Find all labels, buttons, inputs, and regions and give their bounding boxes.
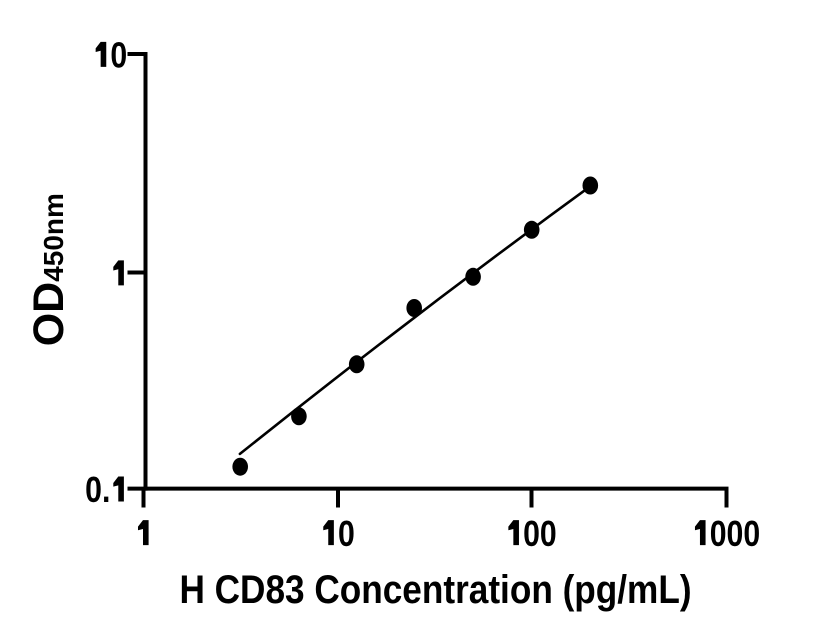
svg-text:H CD83 Concentration (pg/mL): H CD83 Concentration (pg/mL)	[179, 567, 691, 612]
svg-text:0: 0	[110, 36, 127, 76]
svg-text:0: 0	[338, 514, 355, 554]
svg-text:00: 00	[523, 514, 557, 554]
svg-text:000: 000	[710, 514, 760, 554]
svg-text:0.: 0.	[85, 471, 110, 511]
svg-text:OD450nm: OD450nm	[25, 193, 73, 346]
